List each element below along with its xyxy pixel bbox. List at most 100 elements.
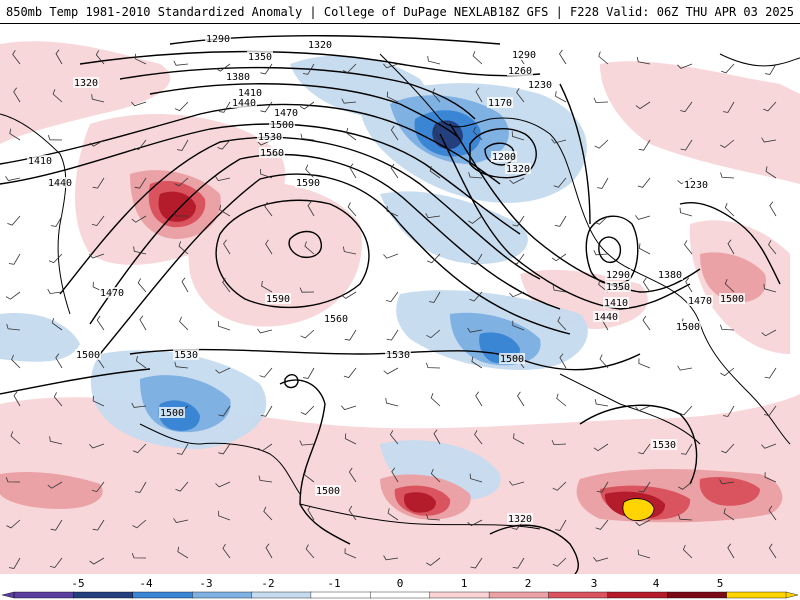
wind-barb (261, 280, 273, 293)
wind-barb (512, 320, 525, 331)
coastlines (0, 53, 800, 530)
wind-barb (513, 433, 525, 445)
wind-barb (390, 163, 399, 179)
wind-barb (222, 277, 231, 293)
wind-barb (638, 358, 651, 369)
wind-barb (475, 87, 483, 103)
wind-barb (386, 206, 399, 217)
wind-barb (426, 557, 441, 566)
colorbar-tick-label: -2 (261, 577, 274, 590)
wind-barb (594, 139, 609, 149)
wind-barb (134, 177, 147, 189)
wind-barb (137, 278, 147, 293)
wind-barb (179, 316, 189, 331)
contour-label-bg (99, 287, 125, 298)
contour-label: 1410 (604, 298, 628, 309)
wind-barb (598, 51, 609, 65)
wind-barb (469, 473, 483, 483)
wind-barb (551, 439, 567, 446)
wind-barb (385, 291, 399, 303)
wind-barb (559, 353, 567, 369)
colorbar-swatch (310, 591, 371, 599)
wind-barb (516, 87, 525, 103)
wind-barb (89, 557, 105, 565)
wind-barb (635, 101, 651, 110)
wind-barb (512, 253, 525, 265)
contour-label-bg (159, 407, 185, 418)
wind-barb (260, 405, 273, 417)
contour-label: 1440 (48, 178, 72, 189)
contour-label-bg (173, 349, 199, 360)
wind-barb (512, 557, 525, 569)
wind-barb (678, 481, 693, 490)
wind-barb (49, 557, 63, 569)
contour-label-bg (511, 49, 537, 60)
colorbar-tick-label: 2 (525, 577, 532, 590)
colorbar-swatch (370, 591, 431, 599)
wind-barb (258, 475, 273, 483)
contour-label: 1320 (308, 40, 332, 51)
contour-label: 1470 (688, 296, 712, 307)
wind-barb (344, 433, 357, 445)
wind-barb (91, 94, 105, 103)
wind-barb (303, 367, 315, 379)
contour-label-bg (687, 295, 713, 306)
wind-barb (302, 63, 315, 75)
contour-label-bg (315, 485, 341, 496)
contour-label-bg (491, 151, 517, 162)
wind-barb (467, 519, 483, 527)
colorbar-tick-label: -4 (139, 577, 153, 590)
colorbar-arrow-left (1, 591, 15, 599)
wind-barb (347, 202, 357, 217)
colorbar-swatch (132, 591, 193, 599)
wind-barb (470, 253, 483, 265)
contour-label-bg (269, 119, 295, 130)
wind-barb (91, 481, 105, 493)
wind-barb (300, 405, 315, 415)
wind-barb (727, 543, 735, 559)
wind-barb (719, 479, 735, 485)
wind-barb (769, 201, 777, 217)
wind-barb (131, 215, 147, 223)
contour-label: 1410 (28, 156, 52, 167)
wind-barb (131, 101, 147, 107)
map-title: 850mb Temp 1981-2010 Standardized Anomal… (6, 5, 498, 19)
wind-barb (132, 519, 147, 529)
contour-label: 1320 (506, 164, 530, 175)
wind-barb (383, 63, 399, 69)
wind-barb (433, 429, 441, 445)
wind-barb (637, 177, 651, 188)
wind-barb (300, 329, 315, 339)
wind-barb (764, 367, 777, 379)
colorbar-tick-label: 5 (717, 577, 724, 590)
wind-barb (680, 139, 693, 151)
wind-barb (509, 291, 525, 298)
wind-barb (299, 101, 315, 110)
wind-barb (768, 240, 777, 255)
wind-barb (430, 393, 441, 407)
wind-barb (426, 362, 441, 369)
contour-label: 1200 (492, 152, 516, 163)
wind-barb (342, 63, 357, 73)
wind-barb (682, 544, 693, 559)
contour-label: 1590 (296, 178, 320, 189)
contour-label-bg (499, 353, 525, 364)
wind-barb (386, 329, 399, 341)
wind-barb (257, 443, 273, 452)
wind-barb (593, 557, 609, 562)
wind-barb (55, 353, 63, 369)
wind-barb (55, 49, 63, 65)
wind-barb (47, 481, 63, 489)
wind-barb (383, 367, 399, 375)
wind-barb (177, 546, 189, 559)
contour-label: 1500 (500, 354, 524, 365)
wind-barb (6, 519, 21, 529)
contour-label: 1230 (528, 80, 552, 91)
wind-barb (95, 50, 105, 65)
colorbar-swatch (488, 591, 550, 599)
contour-label: 1560 (260, 148, 284, 159)
wind-barb (218, 101, 231, 113)
wind-barb (596, 481, 609, 493)
contour-label: 1500 (316, 486, 340, 497)
wind-barb (5, 477, 21, 483)
